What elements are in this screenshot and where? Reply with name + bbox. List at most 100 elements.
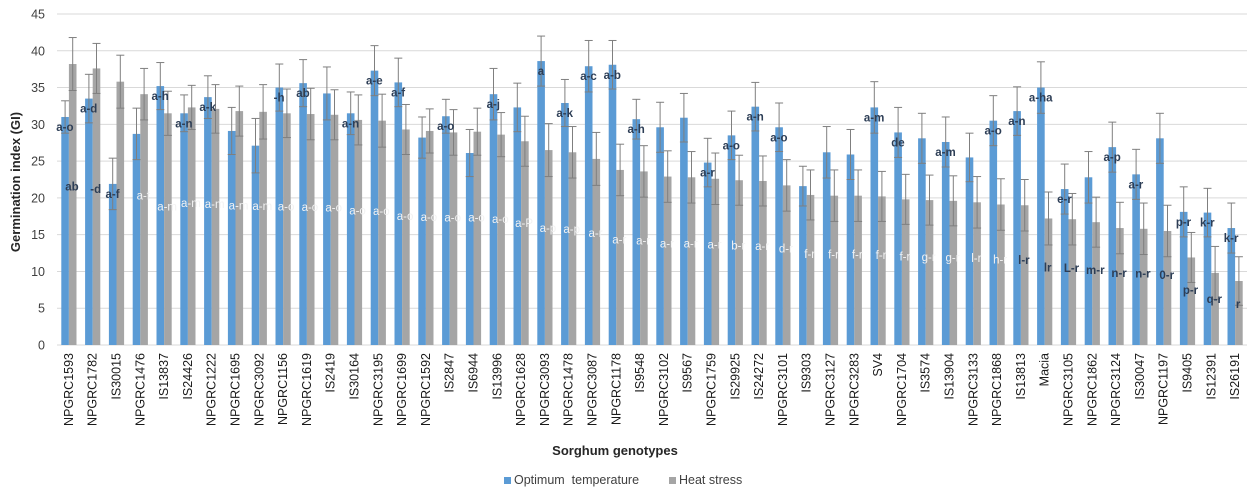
bar-optimum-NPGRC1593 <box>61 116 69 345</box>
x-tick-label-IS30164: IS30164 <box>348 353 362 400</box>
bar-heat-IS13996 <box>497 134 505 345</box>
bar-optimum-NPGRC3105 <box>1060 189 1069 345</box>
bar-heat-NPGRC1862 <box>1092 222 1100 345</box>
bar-optimum-IS9548 <box>632 119 641 345</box>
bar-optimum-NPGRC1862 <box>1084 177 1093 345</box>
data-label-heat-IS13837: a-m <box>157 202 177 214</box>
x-axis-title: Sorghum genotypes <box>552 443 678 458</box>
bar-optimum-IS30164 <box>346 113 355 345</box>
data-label-optimum-NPGRC3124: a-p <box>1103 152 1120 164</box>
bar-heat-IS9405 <box>1187 257 1196 345</box>
bar-optimum-NPGRC1619 <box>299 83 307 346</box>
data-label-heat-SV4: f-r <box>876 250 887 262</box>
x-tick-label-IS9303: IS9303 <box>800 353 814 393</box>
bar-heat-IS24426 <box>187 107 196 345</box>
data-label-optimum-IS13904: a-m <box>935 147 955 159</box>
data-label-optimum-NPGRC1782: a-d <box>80 104 97 116</box>
x-tick-label-NPGRC1782: NPGRC1782 <box>86 353 100 426</box>
data-label-heat-NPGRC1197: 0-r <box>1159 270 1174 282</box>
data-label-heat-NPGRC1699: a-o <box>397 211 414 223</box>
bar-optimum-NPGRC3195 <box>370 70 379 345</box>
x-tick-label-NPGRC3087: NPGRC3087 <box>586 353 600 426</box>
x-tick-label-NPGRC1868: NPGRC1868 <box>990 353 1004 426</box>
x-tick-label-NPGRC1156: NPGRC1156 <box>276 353 290 425</box>
x-tick-label-IS13904: IS13904 <box>943 353 957 400</box>
bar-optimum-NPGRC1628 <box>513 107 522 345</box>
bar-heat-NPGRC1592 <box>425 130 434 345</box>
data-label-heat-NPGRC3124: n-r <box>1111 268 1127 280</box>
data-label-heat-NPGRC3093: a-p <box>540 223 557 235</box>
bar-heat-NPGRC1619 <box>306 114 315 345</box>
data-label-heat-Macia: lr <box>1044 263 1052 275</box>
data-label-heat-NPGRC1593: ab <box>65 181 78 193</box>
x-tick-label-IS9567: IS9567 <box>681 353 695 393</box>
data-label-optimum-IS13996: a-j <box>487 99 500 111</box>
bar-optimum-NPGRC1476 <box>132 133 141 345</box>
x-tick-label-NPGRC3195: NPGRC3195 <box>371 353 385 426</box>
x-tick-label-IS30015: IS30015 <box>110 353 124 400</box>
data-label-optimum-NPGRC3195: a-e <box>366 76 383 88</box>
x-tick-label-NPGRC1478: NPGRC1478 <box>562 353 576 426</box>
bar-heat-NPGRC3195 <box>378 120 386 346</box>
bar-heat-NPGRC3101 <box>782 185 791 345</box>
bar-heat-NPGRC3283 <box>854 195 862 345</box>
bar-optimum-IS13904 <box>941 141 950 345</box>
legend-swatch-optimum <box>504 477 511 484</box>
x-tick-label-IS26191: IS26191 <box>1228 353 1242 400</box>
bar-optimum-IS30047 <box>1132 174 1140 345</box>
x-tick-label-IS24272: IS24272 <box>752 353 766 400</box>
x-tick-label-IS13813: IS13813 <box>1014 353 1028 400</box>
data-label-optimum-NPGRC3087: a-c <box>580 71 597 83</box>
data-label-heat-NPGRC1619: a-o <box>302 202 319 214</box>
bar-optimum-IS24272 <box>751 106 760 346</box>
data-label-heat-NPGRC1759: a-r <box>707 240 721 252</box>
x-tick-label-IS2419: IS2419 <box>324 353 338 393</box>
bar-heat-IS9303 <box>806 194 815 345</box>
data-label-heat-IS9303: f-r <box>804 249 815 261</box>
x-tick-label-IS6944: IS6944 <box>467 353 481 393</box>
data-label-heat-NPGRC3127: f-r <box>828 249 839 261</box>
bar-heat-NPGRC1695 <box>235 111 244 346</box>
bar-heat-NPGRC1628 <box>521 141 529 345</box>
data-label-heat-NPGRC3102: a-r <box>660 238 674 250</box>
bar-heat-NPGRC3087 <box>592 158 601 345</box>
x-tick-label-IS12391: IS12391 <box>1204 353 1218 400</box>
x-tick-label-NPGRC1592: NPGRC1592 <box>419 353 433 426</box>
data-label-heat-NPGRC1704: f-r <box>899 252 910 264</box>
data-label-optimum-IS26191: k-r <box>1224 233 1239 245</box>
data-label-optimum-IS24272: a-n <box>746 112 763 124</box>
bar-heat-NPGRC1704 <box>901 199 910 345</box>
bar-heat-IS30164 <box>354 119 363 345</box>
data-label-heat-NPGRC3092: a-m <box>252 201 272 213</box>
bar-heat-IS30015 <box>116 81 125 345</box>
bar-heat-IS13813 <box>1020 205 1029 345</box>
data-label-heat-IS9405: p-r <box>1183 285 1199 297</box>
x-tick-label-SV4: SV4 <box>871 353 885 377</box>
y-tick-label-10: 10 <box>31 265 45 279</box>
data-label-heat-IS6944: a-o <box>468 212 485 224</box>
x-tick-label-NPGRC1222: NPGRC1222 <box>205 353 219 426</box>
bar-heat-NPGRC3105 <box>1068 219 1077 345</box>
data-label-optimum-IS24426: a-n <box>175 118 192 130</box>
x-tick-label-NPGRC3127: NPGRC3127 <box>824 353 838 426</box>
bar-optimum-NPGRC1156 <box>275 87 284 346</box>
data-label-optimum-IS9405: p-r <box>1176 217 1192 229</box>
data-label-heat-IS30164: a-o <box>349 205 366 217</box>
data-label-optimum-NPGRC3101: a-o <box>770 132 787 144</box>
y-tick-label-30: 30 <box>31 118 45 132</box>
bar-optimum-IS30015 <box>108 183 117 345</box>
bar-heat-IS9548 <box>640 171 648 345</box>
data-label-optimum-NPGRC1178: a-b <box>604 70 621 82</box>
data-label-heat-NPGRC1592: a-o <box>421 212 438 224</box>
x-tick-label-NPGRC1593: NPGRC1593 <box>62 353 76 426</box>
bar-optimum-IS12391 <box>1203 212 1212 345</box>
x-tick-label-NPGRC1628: NPGRC1628 <box>514 353 528 426</box>
y-tick-label-45: 45 <box>31 8 45 22</box>
legend-label-optimum: Optimum temperature <box>514 473 639 487</box>
bar-heat-NPGRC1178 <box>616 169 624 345</box>
x-tick-label-IS30047: IS30047 <box>1133 353 1147 400</box>
data-label-heat-NPGRC1868: h-r <box>993 255 1007 267</box>
bar-optimum-NPGRC1478 <box>561 103 569 345</box>
bar-heat-IS6944 <box>473 131 482 345</box>
